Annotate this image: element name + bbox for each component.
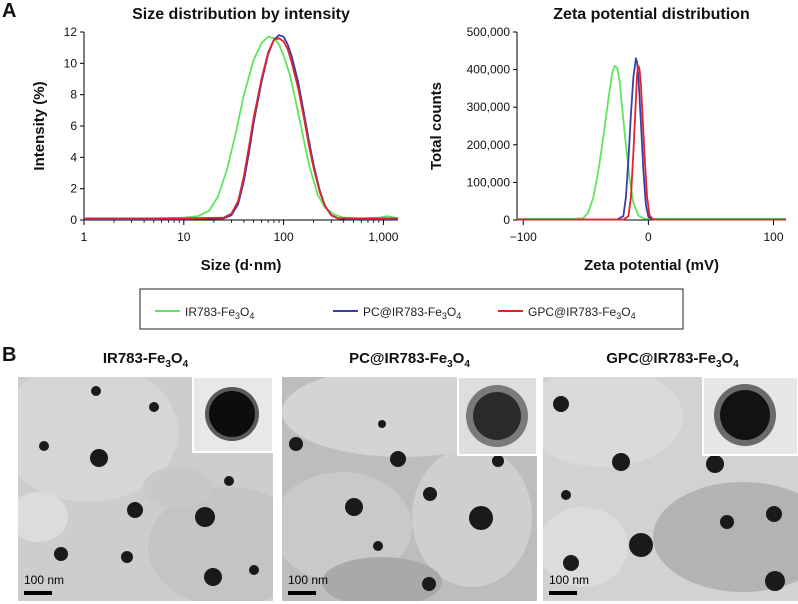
panel-label-a: A — [2, 0, 17, 22]
scale-bar-label-3: 100 nm — [549, 573, 590, 587]
zeta-y-axis-label: Total counts — [428, 82, 445, 170]
zeta-series-IR783-Fe3O4 — [517, 64, 786, 220]
zeta-series-PC@IR783-Fe3O4 — [517, 57, 786, 221]
zeta-y-tick-label: 200,000 — [467, 138, 511, 152]
size-y-axis-label: Intensity (%) — [31, 81, 48, 170]
size-y-tick-label: 6 — [70, 119, 77, 133]
zeta-x-tick-label: 0 — [645, 230, 652, 244]
size-series-GPC@IR783-Fe3O4 — [84, 37, 398, 220]
legend-label: GPC@IR783-Fe3O4 — [528, 305, 636, 321]
size-series-IR783-Fe3O4 — [84, 35, 399, 220]
tem-title-1: IR783-Fe3O4 — [102, 350, 189, 370]
zeta-chart-title: Zeta potential distribution — [553, 6, 749, 23]
zeta-series-GPC@IR783-Fe3O4 — [517, 64, 786, 221]
size-x-tick-label: 100 — [274, 230, 294, 244]
nanoparticles — [289, 420, 504, 591]
zeta-y-tick-label: 0 — [503, 213, 510, 227]
size-x-axis-label: Size (d·nm) — [201, 257, 282, 274]
zeta-y-tick-label: 500,000 — [467, 25, 511, 39]
size-y-tick-label: 12 — [64, 25, 78, 39]
legend-box — [139, 288, 684, 330]
size-y-tick-label: 2 — [70, 182, 77, 196]
panel-label-b: B — [2, 344, 17, 366]
tem-image-1 — [18, 377, 273, 601]
size-x-tick-label: 1,000 — [368, 230, 398, 244]
tem-title-2: PC@IR783-Fe3O4 — [349, 350, 470, 370]
size-distribution-chart: Size distribution by intensity 0 2 4 6 8 10 12 1… — [31, 6, 399, 274]
nanoparticles — [39, 386, 259, 586]
zeta-x-tick-label: −100 — [510, 230, 537, 244]
size-y-tick-label: 10 — [64, 56, 78, 70]
zeta-x-tick-label: 100 — [763, 230, 783, 244]
size-x-tick-label: 1 — [81, 230, 88, 244]
tem-image-2 — [282, 377, 537, 601]
zeta-y-tick-label: 400,000 — [467, 63, 511, 77]
tem-title-3: GPC@IR783-Fe3O4 — [606, 350, 739, 370]
size-y-tick-label: 4 — [70, 150, 77, 164]
legend-label: PC@IR783-Fe3O4 — [363, 305, 461, 321]
size-y-tick-label: 0 — [70, 213, 77, 227]
nanoparticles — [553, 396, 785, 591]
zeta-potential-chart: Zeta potential distribution 0 100,000 200,0… — [428, 6, 786, 274]
tem-image-3 — [543, 377, 798, 601]
scale-bar-label-2: 100 nm — [288, 573, 329, 587]
charts-figure: Size distribution by intensity0246810121… — [31, 6, 786, 330]
size-x-tick-label: 10 — [177, 230, 191, 244]
size-y-tick-label: 8 — [70, 88, 77, 102]
scale-bar-label-1: 100 nm — [24, 573, 65, 587]
legend: IR783-Fe3O4 PC@IR783-Fe3O4 GPC@IR783-Fe3O4 — [139, 288, 684, 330]
size-chart-title: Size distribution by intensity — [132, 6, 350, 23]
zeta-x-axis-label: Zeta potential (mV) — [584, 257, 719, 274]
zeta-y-tick-label: 300,000 — [467, 100, 511, 114]
zeta-y-tick-label: 100,000 — [467, 175, 511, 189]
legend-label: IR783-Fe3O4 — [185, 305, 254, 321]
